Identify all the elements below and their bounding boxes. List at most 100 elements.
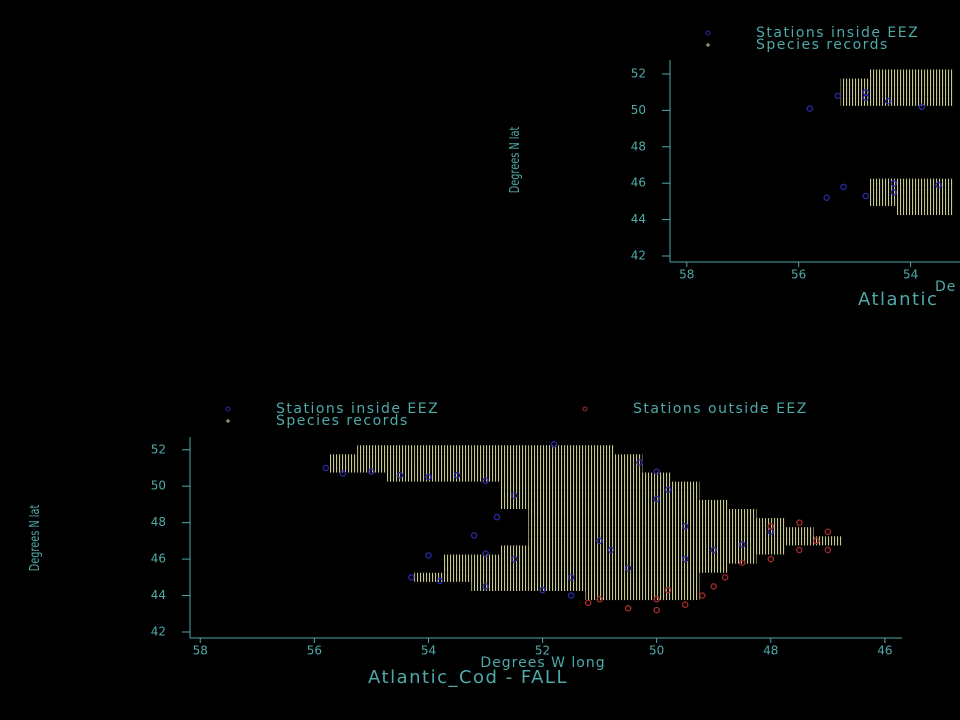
station [550, 441, 558, 448]
x-tick-label: 56 [791, 268, 806, 282]
species-record [613, 518, 643, 528]
species-record [414, 463, 443, 473]
species-record [840, 87, 869, 97]
species-record [642, 563, 671, 573]
station [510, 555, 518, 563]
x-tick-label: 56 [307, 644, 322, 658]
species-record [585, 499, 614, 509]
x-tick-label: 48 [763, 644, 778, 658]
species-record [613, 563, 643, 573]
legend-label: Stations outside EEZ [633, 401, 808, 417]
station [482, 550, 489, 557]
species-record [924, 178, 953, 188]
y-tick-label: 46 [151, 552, 166, 566]
station [596, 537, 603, 545]
species-record [670, 490, 700, 500]
station [408, 574, 415, 581]
chart-title: Atlantic_Cod - FALL [368, 667, 568, 688]
species-record [642, 481, 671, 491]
species-record [585, 445, 614, 455]
station [890, 189, 898, 196]
species-record [528, 527, 557, 537]
station [493, 513, 501, 521]
species-record [414, 472, 443, 482]
station [436, 577, 444, 585]
station [823, 194, 830, 202]
species-record [613, 481, 643, 491]
species-record [471, 572, 500, 582]
station [918, 103, 926, 111]
species-record [924, 69, 953, 79]
x-tick-label: 52 [535, 644, 550, 658]
species-record [924, 78, 953, 88]
station [767, 555, 775, 563]
station [567, 592, 575, 599]
species-record [642, 536, 671, 546]
species-record [499, 581, 529, 591]
species-record [868, 178, 897, 188]
species-record [556, 472, 586, 482]
species-record [727, 554, 757, 564]
species-record [613, 527, 643, 537]
species-record [613, 554, 643, 564]
station [653, 595, 660, 603]
x-tick-label: 54 [421, 644, 436, 658]
species-record [896, 78, 925, 88]
legend-label: Species records [276, 413, 409, 429]
species-record [727, 545, 757, 555]
station [482, 583, 489, 590]
species-record [727, 527, 757, 537]
station [396, 472, 404, 479]
species-record [642, 545, 671, 555]
species-record [556, 481, 586, 491]
legend-marker [582, 406, 588, 412]
station [834, 92, 842, 100]
species-record [670, 590, 700, 601]
species-record [328, 454, 358, 464]
legend-marker [226, 419, 230, 423]
species-record [528, 545, 557, 555]
species-record [442, 563, 472, 573]
species-record [585, 581, 614, 591]
station [767, 523, 775, 530]
y-tick-label: 42 [151, 624, 166, 638]
species-record [442, 463, 472, 473]
species-record [727, 508, 757, 519]
species-record [442, 454, 472, 464]
station [796, 519, 803, 526]
species-record [528, 445, 557, 455]
species-record [528, 508, 557, 519]
station [653, 606, 660, 614]
species-record [556, 508, 586, 519]
x-tick-label: 50 [649, 644, 664, 658]
station [710, 583, 717, 590]
station [596, 595, 603, 603]
species-record [385, 463, 415, 473]
station [862, 192, 870, 200]
species-record [585, 572, 614, 582]
x-tick-label: 58 [193, 644, 208, 658]
species-record [385, 445, 415, 455]
species-record [699, 527, 728, 537]
station [636, 459, 643, 466]
species-record [642, 472, 671, 482]
species-record [585, 554, 614, 564]
species-record [499, 481, 529, 491]
species-record [585, 490, 614, 500]
species-record [924, 196, 953, 206]
species-record [585, 545, 614, 555]
species-record [556, 454, 586, 464]
species-record [556, 527, 586, 537]
species-record [699, 563, 728, 573]
station [624, 564, 632, 572]
species-record [868, 196, 897, 206]
species-record [642, 499, 671, 509]
species-record [642, 518, 671, 528]
species-record [756, 527, 786, 537]
species-record [670, 563, 700, 573]
species-record [585, 481, 614, 491]
species-record [328, 463, 358, 473]
species-record [471, 472, 500, 482]
